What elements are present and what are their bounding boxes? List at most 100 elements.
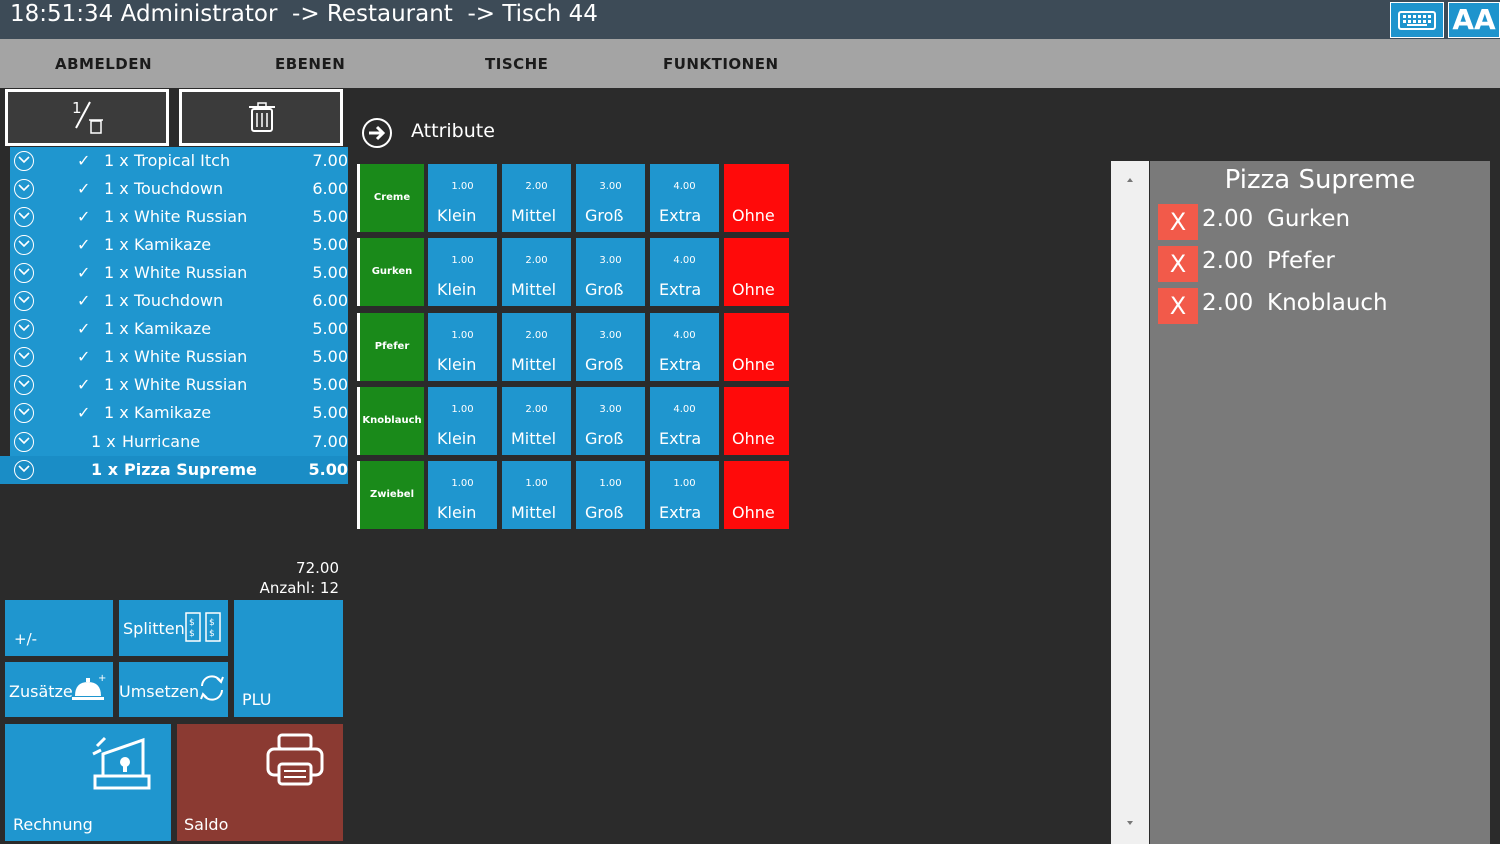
order-row[interactable]: ✓ 1 x White Russian 5.00: [10, 203, 348, 231]
attribute-option[interactable]: 4.00 Extra: [650, 313, 719, 381]
option-label: Extra: [659, 355, 702, 374]
partial-delete-button[interactable]: 1: [5, 89, 169, 146]
window-title: 18:51:34 Administrator -> Restaurant -> …: [10, 1, 598, 27]
svg-text:$: $: [189, 618, 195, 628]
attribute-category[interactable]: Gurken: [357, 238, 424, 306]
item-name: Touchdown: [134, 179, 224, 198]
item-name: Touchdown: [134, 291, 224, 310]
expand-icon[interactable]: [14, 179, 34, 199]
attribute-option[interactable]: 1.00 Extra: [650, 461, 719, 529]
expand-icon[interactable]: [14, 432, 34, 452]
remove-attribute-button[interactable]: X: [1158, 288, 1198, 324]
attribute-option[interactable]: 3.00 Groß: [576, 238, 645, 306]
attribute-category[interactable]: Pfefer: [357, 313, 424, 381]
menu-tische[interactable]: TISCHE: [485, 55, 549, 73]
split-button[interactable]: Splitten $ $ $ $: [119, 600, 228, 656]
attributes-title: Attribute: [411, 120, 495, 142]
expand-icon[interactable]: [14, 151, 34, 171]
check-icon: ✓: [77, 179, 91, 198]
order-row[interactable]: ✓ 1 x Kamikaze 5.00: [10, 315, 348, 343]
expand-icon[interactable]: [14, 375, 34, 395]
attribute-option[interactable]: 3.00 Groß: [576, 313, 645, 381]
item-price: 5.00: [312, 403, 348, 422]
order-row[interactable]: ✓ 1 x Tropical Itch 7.00: [10, 147, 348, 175]
attribute-option[interactable]: 3.00 Groß: [576, 387, 645, 455]
expand-icon[interactable]: [14, 460, 34, 480]
move-button[interactable]: Umsetzen: [119, 662, 228, 717]
keyboard-button[interactable]: [1390, 2, 1444, 38]
remove-attribute-button[interactable]: X: [1158, 204, 1198, 240]
expand-icon[interactable]: [14, 291, 34, 311]
plu-label: PLU: [242, 690, 272, 709]
attribute-none-button[interactable]: Ohne: [724, 238, 789, 306]
menu-funktionen[interactable]: FUNKTIONEN: [663, 55, 779, 73]
item-price: 6.00: [312, 179, 348, 198]
attribute-option[interactable]: 4.00 Extra: [650, 164, 719, 232]
order-row[interactable]: ✓ 1 x Kamikaze 5.00: [10, 399, 348, 427]
attribute-option[interactable]: 4.00 Extra: [650, 387, 719, 455]
scroll-down-icon[interactable]: [1126, 820, 1134, 826]
option-label: Groß: [585, 503, 624, 522]
attribute-category[interactable]: Creme: [357, 164, 424, 232]
item-name: White Russian: [134, 263, 248, 282]
attribute-category[interactable]: Zwiebel: [357, 461, 424, 529]
order-row[interactable]: ✓ 1 x White Russian 5.00: [10, 371, 348, 399]
detail-name: Gurken: [1267, 206, 1351, 232]
attribute-option[interactable]: 3.00 Groß: [576, 164, 645, 232]
menu-ebenen[interactable]: EBENEN: [275, 55, 346, 73]
attribute-none-button[interactable]: Ohne: [724, 164, 789, 232]
detail-scrollbar[interactable]: [1111, 161, 1149, 844]
expand-icon[interactable]: [14, 403, 34, 423]
check-icon: ✓: [77, 319, 91, 338]
order-row[interactable]: ✓ 1 x Kamikaze 5.00: [10, 231, 348, 259]
option-label: Extra: [659, 206, 702, 225]
attribute-option[interactable]: 1.00 Klein: [428, 387, 497, 455]
order-row[interactable]: ✓ 1 x Touchdown 6.00: [10, 287, 348, 315]
item-price: 5.00: [312, 319, 348, 338]
attribute-none-button[interactable]: Ohne: [724, 461, 789, 529]
balance-button[interactable]: Saldo: [177, 724, 343, 841]
detail-price: 2.00: [1202, 248, 1254, 274]
expand-icon[interactable]: [14, 207, 34, 227]
item-price: 5.00: [312, 207, 348, 226]
scroll-up-icon[interactable]: [1126, 177, 1134, 183]
attribute-option[interactable]: 1.00 Mittel: [502, 461, 571, 529]
remove-attribute-button[interactable]: X: [1158, 246, 1198, 282]
attribute-option[interactable]: 1.00 Klein: [428, 238, 497, 306]
font-size-button[interactable]: AA: [1448, 2, 1500, 38]
menu-abmelden[interactable]: ABMELDEN: [55, 55, 153, 73]
expand-icon[interactable]: [14, 319, 34, 339]
attribute-option[interactable]: 2.00 Mittel: [502, 164, 571, 232]
attribute-option[interactable]: 4.00 Extra: [650, 238, 719, 306]
expand-icon[interactable]: [14, 347, 34, 367]
expand-icon[interactable]: [14, 263, 34, 283]
attribute-none-button[interactable]: Ohne: [724, 313, 789, 381]
attribute-option[interactable]: 1.00 Groß: [576, 461, 645, 529]
attribute-category[interactable]: Knoblauch: [357, 387, 424, 455]
none-label: Ohne: [732, 503, 775, 522]
attribute-option[interactable]: 2.00 Mittel: [502, 313, 571, 381]
order-row[interactable]: ✓ 1 x Touchdown 6.00: [10, 175, 348, 203]
order-row[interactable]: ✓ 1 x White Russian 5.00: [10, 259, 348, 287]
order-row[interactable]: 1 x Hurricane 7.00: [10, 428, 348, 456]
attributes-back-button[interactable]: [361, 117, 393, 153]
none-label: Ohne: [732, 206, 775, 225]
attribute-option[interactable]: 2.00 Mittel: [502, 238, 571, 306]
extras-button[interactable]: Zusätze +: [5, 662, 113, 717]
plu-button[interactable]: PLU: [234, 600, 343, 717]
option-price: 2.00: [525, 330, 548, 341]
order-row-selected[interactable]: 1 x Pizza Supreme 5.00: [10, 456, 348, 484]
order-row[interactable]: ✓ 1 x White Russian 5.00: [10, 343, 348, 371]
plus-minus-button[interactable]: +/-: [5, 600, 113, 656]
attribute-option[interactable]: 1.00 Klein: [428, 313, 497, 381]
plus-minus-label: +/-: [14, 630, 38, 648]
attribute-option[interactable]: 1.00 Klein: [428, 164, 497, 232]
attribute-option[interactable]: 1.00 Klein: [428, 461, 497, 529]
printer-icon: [266, 733, 324, 786]
attribute-option[interactable]: 2.00 Mittel: [502, 387, 571, 455]
attribute-none-button[interactable]: Ohne: [724, 387, 789, 455]
invoice-button[interactable]: Rechnung: [5, 724, 171, 841]
expand-icon[interactable]: [14, 235, 34, 255]
delete-button[interactable]: [179, 89, 343, 146]
count-value: 12: [319, 579, 339, 597]
